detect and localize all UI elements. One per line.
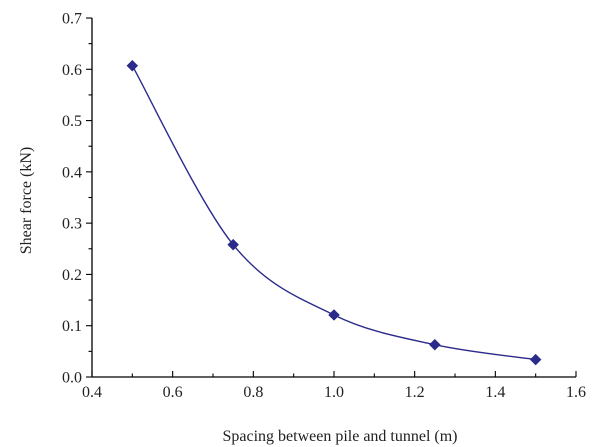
y-tick-label: 0.4 xyxy=(62,164,82,181)
x-tick-label: 1.6 xyxy=(566,384,586,401)
x-tick-label: 1.4 xyxy=(485,384,505,401)
x-tick-label: 0.6 xyxy=(163,384,183,401)
x-tick-label: 0.4 xyxy=(82,384,102,401)
axes xyxy=(91,18,576,378)
data-point-marker xyxy=(328,309,340,321)
series xyxy=(126,59,542,366)
data-point-marker xyxy=(227,238,240,251)
x-tick-label: 0.8 xyxy=(243,384,263,401)
data-point-marker xyxy=(529,353,542,366)
y-tick-label: 0.5 xyxy=(62,113,82,130)
data-point-marker xyxy=(428,338,441,351)
x-tick-label: 1.2 xyxy=(405,384,425,401)
y-tick-label: 0.2 xyxy=(62,267,82,284)
data-point-marker xyxy=(126,59,139,72)
series-line xyxy=(131,65,536,361)
x-axis-title: Spacing between pile and tunnel (m) xyxy=(222,428,457,445)
x-tick-label: 1.0 xyxy=(324,384,344,401)
y-axis-title: Shear force (kN) xyxy=(18,147,35,255)
y-tick-label: 0.6 xyxy=(62,62,82,79)
ticks: 0.4 0.6 0.8 1.0 1.2 1.4 1.6 0.0 0.1 0.2 0.3 0.4 0.5 0… xyxy=(62,11,586,402)
y-tick-label: 0.1 xyxy=(62,318,82,335)
y-tick-label: 0.0 xyxy=(62,370,82,387)
y-tick-label: 0.3 xyxy=(62,216,82,233)
y-tick-label: 0.7 xyxy=(62,11,82,28)
